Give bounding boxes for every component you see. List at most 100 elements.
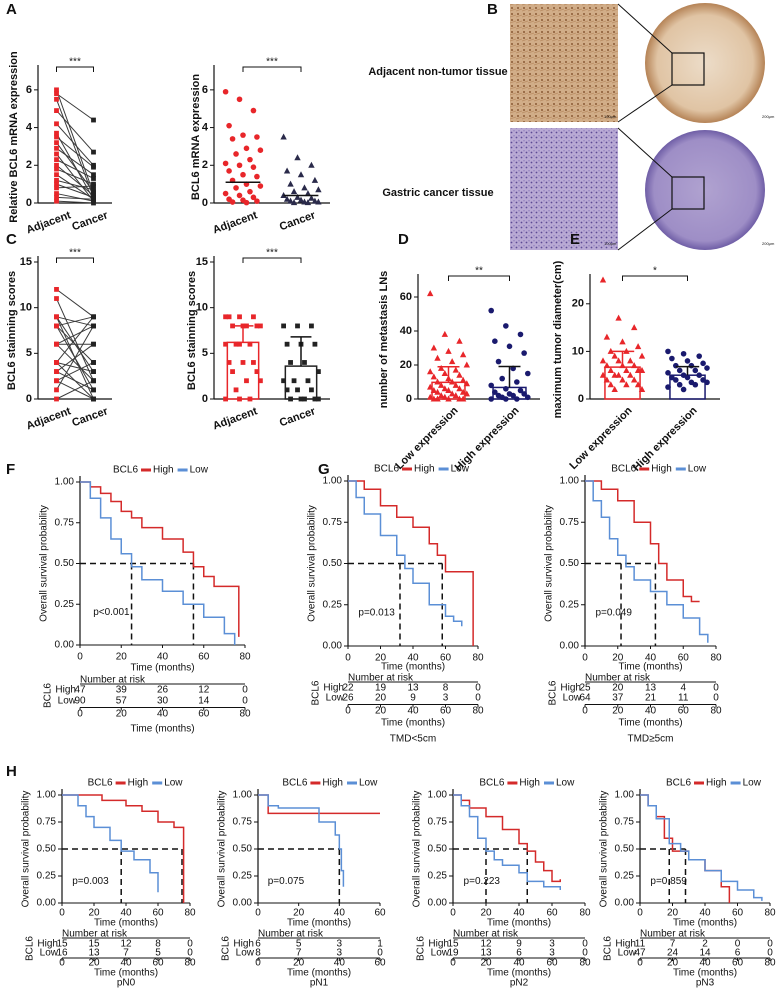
x-axis-label: Time (months): [673, 968, 737, 979]
y-tick-label: 0.75: [233, 817, 253, 828]
point: [237, 341, 242, 347]
legend-label: High: [414, 464, 435, 475]
x-tick-label: 60: [198, 652, 210, 663]
survival-curve: [348, 480, 463, 627]
zoom-line: [617, 208, 673, 251]
pair-line: [56, 123, 94, 166]
legend-title: BCL6: [666, 778, 691, 789]
x-tick-label: 0: [77, 709, 83, 720]
pair-line: [56, 316, 94, 363]
legend-label: High: [519, 778, 540, 789]
point: [236, 96, 243, 103]
point: [634, 343, 642, 350]
point: [91, 369, 96, 374]
risk-title: Number at risk: [258, 929, 324, 940]
zoom-line: [617, 84, 673, 123]
point: [54, 151, 59, 157]
point: [250, 194, 257, 201]
point: [434, 354, 441, 361]
y-tick-label: 0.50: [37, 844, 57, 855]
y-tick-label: 0.00: [615, 898, 635, 909]
x-tick-label: 80: [472, 653, 484, 664]
ihc-image: [510, 4, 618, 122]
x-axis-label: Time (months): [381, 662, 445, 673]
x-tick-label: 40: [157, 652, 169, 663]
significance-bracket: [56, 257, 94, 263]
point: [688, 362, 695, 369]
point: [243, 145, 250, 152]
x-tick-label: 40: [513, 908, 525, 919]
point: [247, 341, 253, 347]
point: [91, 187, 96, 193]
point: [91, 341, 96, 347]
risk-count: 7: [296, 948, 302, 959]
p-value: p=0.075: [268, 876, 305, 887]
risk-count: 6: [735, 948, 741, 959]
x-tick-label: Adjacent: [211, 405, 259, 432]
pair-line: [56, 316, 94, 327]
x-axis-label: Time (months): [618, 718, 682, 729]
pair-line: [56, 93, 94, 121]
y-tick-label: 0.50: [560, 558, 580, 569]
risk-count: 13: [407, 683, 419, 694]
pair-line: [56, 325, 94, 345]
pair-line: [56, 362, 94, 382]
point: [631, 324, 638, 331]
point: [427, 290, 434, 297]
point: [91, 360, 96, 365]
point: [459, 388, 467, 395]
risk-count: 5: [155, 948, 161, 959]
x-tick-label: 60: [732, 908, 744, 919]
error-bar: [675, 365, 700, 376]
legend-label: Low: [556, 778, 575, 789]
point: [638, 366, 646, 373]
pair-line: [56, 147, 94, 176]
risk-count: 20: [612, 683, 624, 694]
point: [244, 378, 249, 384]
point: [305, 378, 311, 384]
legend-label: Low: [190, 465, 209, 476]
point: [448, 358, 456, 365]
y-tick-label: 0.75: [428, 817, 448, 828]
legend-title: BCL6: [479, 778, 504, 789]
point: [233, 341, 239, 347]
survival-curve: [80, 481, 236, 645]
y-tick-label: 0.25: [615, 871, 635, 882]
y-tick-label: 0: [26, 197, 32, 209]
y-tick-label: 0.00: [233, 898, 253, 909]
y-tick-label: 1.00: [323, 476, 343, 487]
pair-line: [56, 185, 94, 189]
panel-label: E: [570, 231, 580, 248]
x-tick-label: 20: [480, 958, 492, 969]
risk-group-title: BCL6: [548, 680, 559, 705]
risk-group-name: Low: [326, 693, 345, 704]
point: [499, 375, 505, 382]
point: [250, 107, 257, 114]
p-value: p=0.049: [595, 608, 632, 619]
legend-label: Low: [743, 778, 762, 789]
point: [684, 374, 691, 381]
x-axis-label: Time (months): [130, 663, 194, 674]
point: [247, 156, 253, 163]
point: [696, 353, 702, 359]
risk-group-title: BCL6: [43, 683, 54, 708]
point: [599, 276, 607, 283]
point: [615, 371, 622, 378]
point: [506, 343, 513, 350]
point: [294, 154, 301, 161]
point: [243, 199, 250, 206]
y-tick-label: 5: [202, 347, 208, 359]
y-tick-label: 0.00: [55, 640, 75, 651]
point: [247, 396, 253, 402]
y-tick-label: 10: [572, 345, 584, 357]
risk-count: 3: [337, 939, 343, 950]
point: [54, 296, 59, 301]
y-axis-label: maximum tumor diameter(cm): [552, 260, 564, 418]
significance-bracket: [448, 275, 510, 281]
point: [665, 384, 671, 390]
point: [54, 140, 59, 146]
risk-count: 12: [120, 939, 132, 950]
point: [91, 314, 96, 320]
zoom-line: [617, 127, 673, 178]
y-tick-label: 20: [572, 298, 584, 310]
